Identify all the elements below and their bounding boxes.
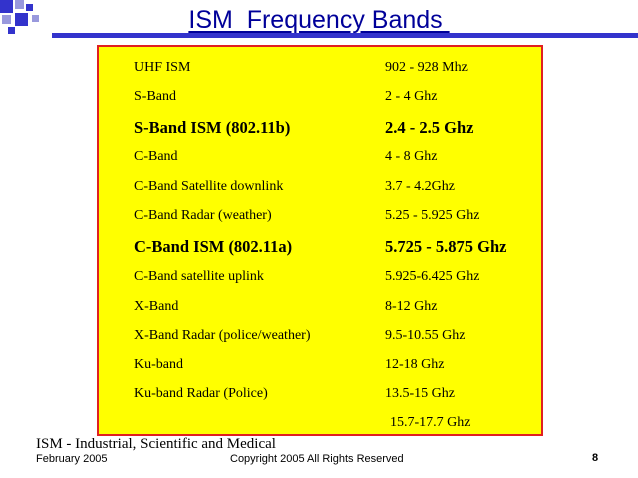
- decor-square: [2, 15, 11, 24]
- title-bar: [52, 33, 638, 38]
- band-name: C-Band satellite uplink: [134, 269, 264, 284]
- band-frequency: 15.7-17.7 Ghz: [390, 415, 471, 430]
- band-name: C-Band ISM (802.11a): [134, 237, 293, 256]
- footer-date: February 2005: [36, 453, 108, 465]
- ism-footnote: ISM - Industrial, Scientific and Medical: [36, 436, 276, 452]
- decor-square: [8, 27, 15, 34]
- footer-copyright: Copyright 2005 All Rights Reserved: [230, 453, 404, 465]
- band-frequency: 5.25 - 5.925 Ghz: [385, 208, 480, 223]
- band-frequency: 12-18 Ghz: [385, 357, 445, 372]
- decor-square: [15, 0, 24, 9]
- band-frequency: 13.5-15 Ghz: [385, 386, 455, 401]
- band-frequency: 8-12 Ghz: [385, 299, 438, 314]
- corner-decoration: [0, 0, 60, 40]
- band-frequency: 2.4 - 2.5 Ghz: [385, 118, 474, 137]
- band-name: C-Band: [134, 149, 178, 164]
- band-name: Ku-band: [134, 357, 183, 372]
- decor-square: [15, 13, 28, 26]
- decor-square: [32, 15, 39, 22]
- band-frequency: 5.725 - 5.875 Ghz: [385, 237, 507, 256]
- decor-square: [0, 0, 13, 13]
- band-name: S-Band ISM (802.11b): [134, 118, 291, 137]
- band-frequency: 9.5-10.55 Ghz: [385, 328, 466, 343]
- band-frequency: 3.7 - 4.2Ghz: [385, 179, 455, 194]
- page-title: ISM Frequency Bands: [188, 6, 450, 34]
- page-number: 8: [592, 452, 599, 464]
- band-name: UHF ISM: [134, 60, 191, 75]
- decor-square: [26, 4, 33, 11]
- band-frequency: 2 - 4 Ghz: [385, 89, 438, 104]
- frequency-table: UHF ISM 902 - 928 Mhz S-Band 2 - 4 Ghz S…: [97, 45, 543, 436]
- band-frequency: 5.925-6.425 Ghz: [385, 269, 480, 284]
- band-frequency: 902 - 928 Mhz: [385, 60, 468, 75]
- band-name: X-Band Radar (police/weather): [134, 328, 311, 343]
- band-name: Ku-band Radar (Police): [134, 386, 268, 401]
- band-name: C-Band Radar (weather): [134, 208, 272, 223]
- band-name: C-Band Satellite downlink: [134, 179, 284, 194]
- band-name: X-Band: [134, 299, 179, 314]
- band-frequency: 4 - 8 Ghz: [385, 149, 438, 164]
- band-name: S-Band: [134, 89, 176, 104]
